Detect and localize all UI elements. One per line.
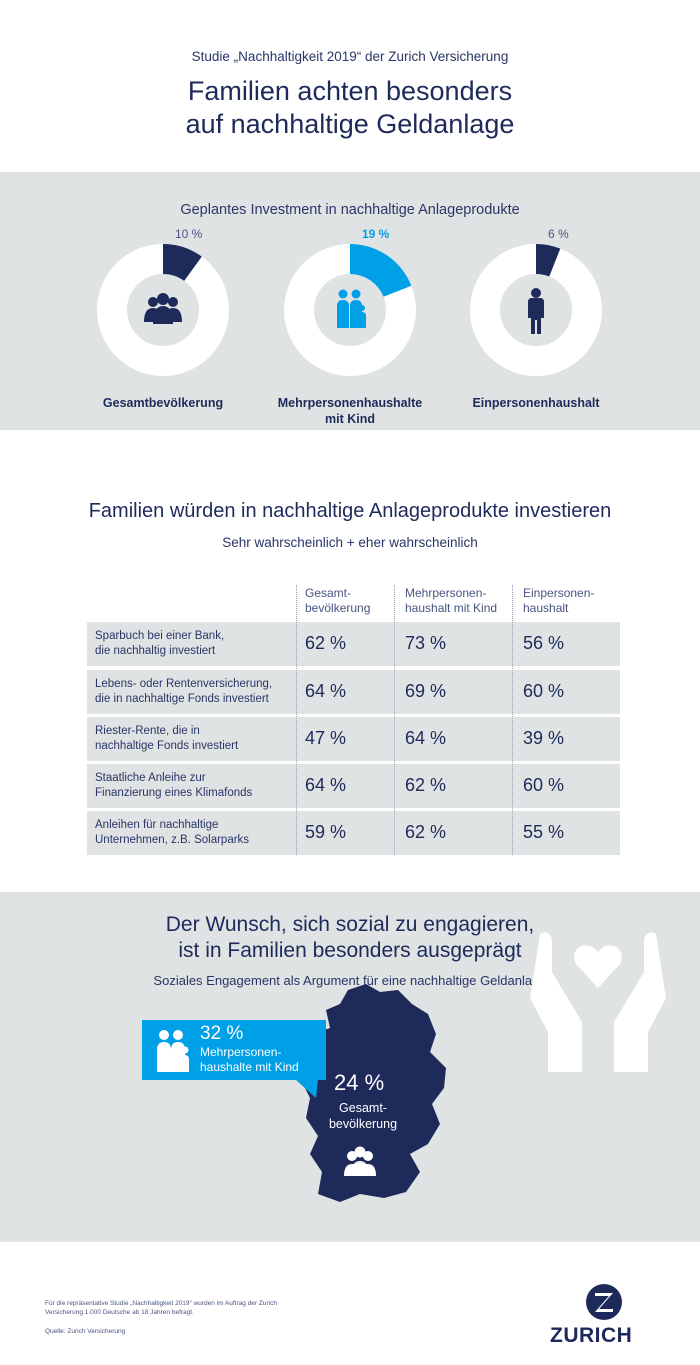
title-line-1: Familien achten besonders xyxy=(187,76,513,106)
table-column-header: Gesamt- bevölkerung xyxy=(305,586,371,615)
table-cell-value: 55 % xyxy=(523,822,565,842)
callout-percentage: 32 % xyxy=(200,1023,244,1044)
table-cell-value: 60 % xyxy=(523,681,565,701)
footer: Für die repräsentative Studie „Nachhalti… xyxy=(0,1242,700,1365)
table-cell-value: 64 % xyxy=(305,775,347,795)
table-row: Lebens- oder Rentenversicherung, die in … xyxy=(87,670,620,714)
donut-section: Geplantes Investment in nachhaltige Anla… xyxy=(0,172,700,430)
social-title: Der Wunsch, sich sozial zu engagieren, i… xyxy=(0,912,700,964)
table-cell-value: 64 % xyxy=(305,681,347,701)
column-divider xyxy=(394,585,395,855)
title-line-2: auf nachhaltige Geldanlage xyxy=(185,109,515,139)
table-row: Staatliche Anleihe zur Finanzierung eine… xyxy=(87,764,620,808)
table-cell-value: 59 % xyxy=(305,822,347,842)
table-cell-value: 62 % xyxy=(405,775,447,795)
donut-value-label: 6 % xyxy=(548,227,569,241)
callout-label: Mehrpersonen- haushalte mit Kind xyxy=(200,1045,299,1074)
table-row: Anleihen für nachhaltige Unternehmen, z.… xyxy=(87,811,620,855)
table-cell-value: 64 % xyxy=(405,728,447,748)
family-icon xyxy=(337,289,366,328)
social-title-line-1: Der Wunsch, sich sozial zu engagieren, xyxy=(165,913,535,936)
table-cell-value: 60 % xyxy=(523,775,565,795)
zurich-logo-icon xyxy=(586,1284,622,1320)
map-section: Der Wunsch, sich sozial zu engagieren, i… xyxy=(0,892,700,1242)
donut-category-label: Gesamtbevölkerung xyxy=(102,396,224,410)
source-note: Quelle: Zurich Versicherung xyxy=(45,1328,126,1335)
table-cell-value: 62 % xyxy=(305,633,347,653)
donut-category-label: Mehrpersonenhaushalte mit Kind xyxy=(277,396,423,426)
row-label: Lebens- oder Rentenversicherung, die in … xyxy=(95,678,273,705)
study-subtitle: Studie „Nachhaltigkeit 2019“ der Zurich … xyxy=(191,49,509,64)
table-row: Riester-Rente, die in nachhaltige Fonds … xyxy=(87,717,620,761)
donut-category-label: Einpersonenhaushalt xyxy=(472,396,600,410)
donut-slice xyxy=(536,244,561,277)
hands-heart-icon xyxy=(530,932,666,1072)
table-column-header: Mehrpersonen- haushalt mit Kind xyxy=(405,586,498,615)
table-cell-value: 56 % xyxy=(523,633,565,653)
map-label: Gesamt- bevölkerung xyxy=(328,1101,398,1131)
table-cell-value: 39 % xyxy=(523,728,565,748)
germany-map xyxy=(302,984,446,1202)
column-divider xyxy=(296,585,297,855)
group-icon xyxy=(344,1146,376,1176)
zurich-brand: ZURICH xyxy=(550,1324,633,1347)
social-subtitle: Soziales Engagement als Argument für ein… xyxy=(153,973,547,988)
row-label: Riester-Rente, die in nachhaltige Fonds … xyxy=(95,725,239,752)
row-label: Anleihen für nachhaltige Unternehmen, z.… xyxy=(95,819,250,846)
row-label: Sparbuch bei einer Bank, die nachhaltig … xyxy=(95,630,225,657)
row-label: Staatliche Anleihe zur Finanzierung eine… xyxy=(95,772,253,799)
table-title: Familien würden in nachhaltige Anlagepro… xyxy=(88,500,612,522)
callout-pointer xyxy=(296,1080,318,1098)
germany-map-graphic xyxy=(296,932,666,1202)
table-column-header: Einpersonen- haushalt xyxy=(523,586,595,615)
donut-svg: 10 % 19 % 6 % xyxy=(97,227,602,376)
column-divider xyxy=(512,585,513,855)
callout-box: 32 % Mehrpersonen- haushalte mit Kind xyxy=(142,1020,326,1080)
table-section: Familien würden in nachhaltige Anlagepro… xyxy=(0,430,700,892)
table-cell-value: 47 % xyxy=(305,728,347,748)
table-cell-value: 69 % xyxy=(405,681,447,701)
table-subtitle: Sehr wahrscheinlich + eher wahrscheinlic… xyxy=(222,535,478,550)
table-cell-value: 73 % xyxy=(405,633,447,653)
donut-value-label: 19 % xyxy=(362,227,390,241)
donut-slice xyxy=(163,244,202,281)
footnote: Für die repräsentative Studie „Nachhalti… xyxy=(45,1300,277,1316)
table-row: Sparbuch bei einer Bank, die nachhaltig … xyxy=(87,622,620,666)
family-icon xyxy=(157,1030,189,1072)
donut-slice xyxy=(350,244,412,297)
map-percentage: 24 % xyxy=(334,1070,385,1095)
donut-value-label: 10 % xyxy=(175,227,203,241)
group-icon xyxy=(144,293,182,324)
person-icon xyxy=(528,288,544,334)
header: Studie „Nachhaltigkeit 2019“ der Zurich … xyxy=(0,0,700,172)
social-title-line-2: ist in Familien besonders ausgeprägt xyxy=(178,939,522,962)
table-cell-value: 62 % xyxy=(405,822,447,842)
donut-heading: Geplantes Investment in nachhaltige Anla… xyxy=(180,202,520,218)
page-title: Familien achten besonders auf nachhaltig… xyxy=(0,75,700,141)
